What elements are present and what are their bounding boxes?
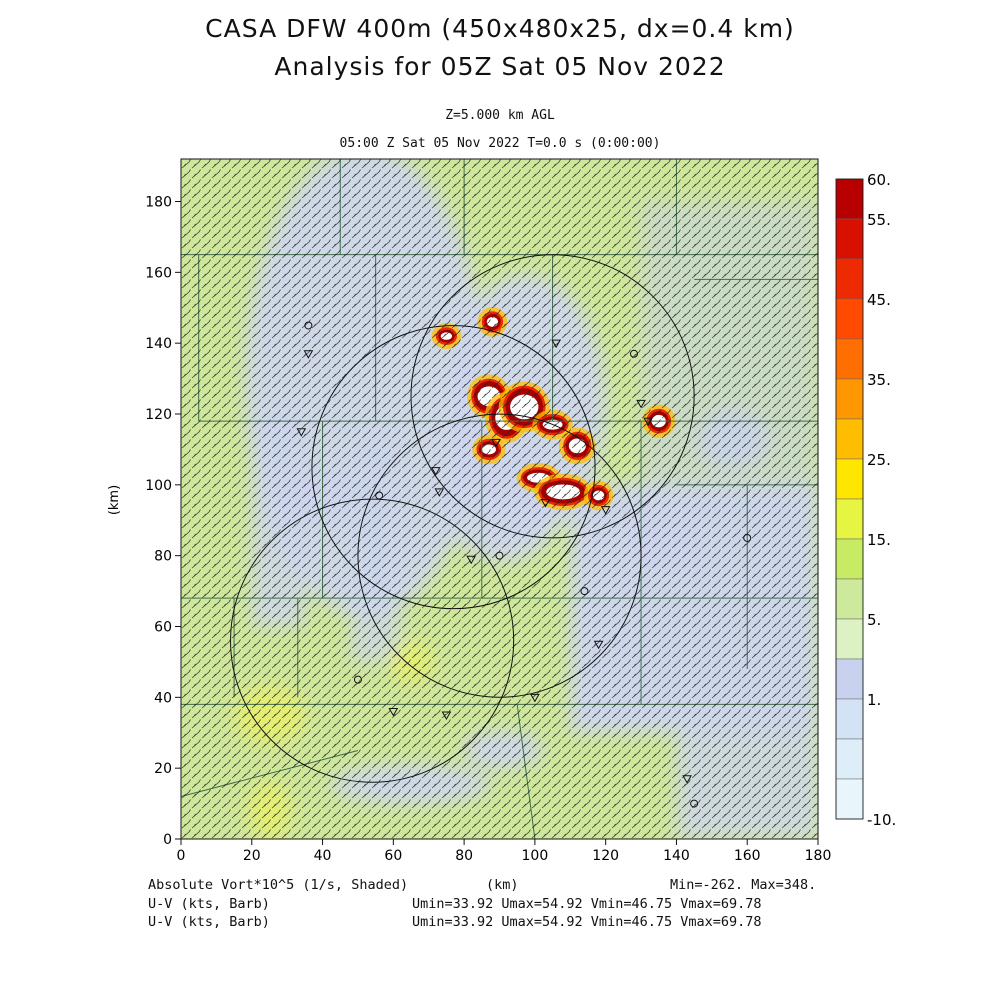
plot-content: [181, 159, 970, 839]
colorbar-label: 15.: [867, 531, 891, 549]
x-tick-label: 160: [734, 848, 761, 864]
station-marker: [441, 711, 452, 721]
radar-range-ring: [357, 413, 642, 698]
x-tick-label: 140: [663, 848, 690, 864]
y-tick-label: 160: [145, 265, 172, 281]
x-tick-label: 120: [592, 848, 619, 864]
station-marker: [540, 499, 551, 508]
station-marker: [353, 675, 362, 684]
x-tick-label: 20: [243, 848, 261, 864]
station-marker: [580, 587, 589, 596]
colorbar-label: 35.: [867, 371, 891, 389]
station-marker: [304, 321, 313, 330]
time-label: 05:00 Z Sat 05 Nov 2022 T=0.0 s (0:00:00…: [339, 136, 661, 151]
x-tick-label: 0: [177, 848, 186, 864]
station-marker: [296, 428, 307, 437]
x-tick-label: 60: [384, 848, 402, 864]
colorbar-bin: [835, 618, 864, 660]
colorbar-label: 60.: [867, 171, 891, 189]
station-marker: [430, 467, 441, 476]
low-vorticity-patch: [910, 434, 970, 538]
x-tick-label: 80: [455, 848, 473, 864]
colorbar: 60. 55. 45. 35. 25. 15. 5. 1. -10.: [835, 171, 896, 829]
y-tick-label: 180: [145, 195, 172, 211]
y-tick-label: 100: [145, 478, 172, 494]
radar-range-ring: [311, 325, 596, 610]
plot-area: [181, 159, 970, 839]
colorbar-label: -10.: [867, 811, 896, 829]
x-tick-label: 40: [314, 848, 332, 864]
colorbar-bin: [835, 738, 864, 780]
y-tick-label: 60: [154, 620, 172, 636]
x-tick-label: 100: [522, 848, 549, 864]
colorbar-bin: [835, 298, 864, 340]
y-tick-label: 20: [154, 761, 172, 777]
station-marker: [643, 417, 653, 427]
colorbar-label: 25.: [867, 451, 891, 469]
station-marker: [495, 551, 504, 560]
station-marker: [466, 555, 477, 565]
radar-range-ring: [410, 254, 695, 539]
level-label: Z=5.000 km AGL: [445, 108, 555, 123]
station-marker: [530, 693, 540, 703]
station-marker: [690, 799, 699, 808]
station-marker: [375, 491, 384, 500]
min-max-label: Min=-262. Max=348.: [670, 877, 817, 893]
colorbar-label: 1.: [867, 691, 881, 709]
radar-range-ring: [230, 498, 515, 783]
barb-label-1: U-V (kts, Barb): [148, 896, 270, 912]
colorbar-bin: [835, 258, 864, 300]
station-marker: [636, 399, 646, 409]
station-marker: [629, 349, 638, 358]
y-tick-label: 40: [154, 690, 172, 706]
y-tick-label: 140: [145, 336, 172, 352]
station-marker: [682, 775, 692, 784]
y-tick-label: 80: [154, 549, 172, 565]
colorbar-bin: [835, 778, 864, 820]
axes: 0 20 40 60 80 100 120 140 160 180 0 20 40 60 80 100 120 1…: [107, 158, 832, 864]
barb-stats-1: Umin=33.92 Umax=54.92 Vmin=46.75 Vmax=69…: [412, 896, 762, 912]
barb-label-2: U-V (kts, Barb): [148, 914, 270, 930]
colorbar-bin: [835, 218, 864, 260]
station-marker: [303, 350, 314, 359]
colorbar-label: 55.: [867, 211, 891, 229]
station-marker: [388, 708, 399, 717]
colorbar-bin: [835, 538, 864, 580]
y-tick-label: 120: [145, 407, 172, 423]
x-axis-unit: (km): [486, 877, 519, 893]
chart-title: CASA DFW 400m (450x480x25, dx=0.4 km): [205, 14, 795, 43]
colorbar-bin: [835, 458, 864, 500]
colorbar-label: 45.: [867, 291, 891, 309]
wind-barbs: [181, 159, 818, 839]
station-marker: [551, 339, 561, 349]
colorbar-bin: [835, 338, 864, 380]
colorbar-bin: [835, 698, 864, 740]
station-marker: [743, 533, 752, 542]
barb-stats-2: Umin=33.92 Umax=54.92 Vmin=46.75 Vmax=69…: [412, 914, 762, 930]
colorbar-frame: [835, 178, 864, 820]
y-axis-label: (km): [107, 485, 122, 515]
colorbar-bin: [835, 498, 864, 540]
station-marker: [434, 488, 445, 497]
colorbar-bin: [835, 378, 864, 420]
station-markers: [296, 321, 752, 808]
colorbar-label: 5.: [867, 611, 881, 629]
plot-frame: [180, 158, 819, 840]
chart-subtitle: Analysis for 05Z Sat 05 Nov 2022: [274, 52, 726, 81]
range-rings: [230, 254, 695, 783]
station-marker: [600, 506, 611, 515]
x-tick-label: 180: [805, 848, 832, 864]
station-marker: [593, 640, 604, 650]
colorbar-bin: [835, 178, 864, 220]
colorbar-bin: [835, 578, 864, 620]
station-marker: [491, 438, 501, 448]
field-label: Absolute Vort*10^5 (1/s, Shaded): [148, 877, 409, 893]
colorbar-bin: [835, 418, 864, 460]
colorbar-bin: [835, 658, 864, 700]
y-tick-label: 0: [163, 832, 172, 848]
